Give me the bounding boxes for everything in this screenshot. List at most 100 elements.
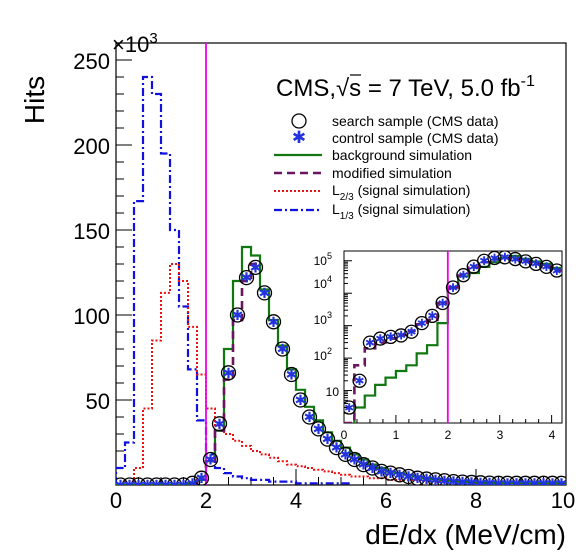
point-search <box>445 473 462 485</box>
point-search <box>400 468 417 485</box>
point-search <box>476 253 492 268</box>
point-search <box>436 473 453 485</box>
point-search <box>539 259 554 274</box>
point-control: ✱ <box>133 477 145 493</box>
point-search <box>508 475 525 485</box>
point-search <box>265 314 282 330</box>
point-control: ✱ <box>286 367 298 383</box>
point-control: ✱ <box>396 329 406 343</box>
y-tick-label: 150 <box>73 219 110 244</box>
point-search <box>526 475 543 485</box>
x-tick-label: 10 <box>551 488 575 513</box>
point-search <box>497 251 513 265</box>
legend-entry-l23: L2/3 (signal simulation) <box>274 182 470 203</box>
point-control: ✱ <box>115 477 127 493</box>
point-search <box>148 477 165 485</box>
point-search <box>346 451 363 468</box>
point-control: ✱ <box>469 260 479 274</box>
point-control: ✱ <box>250 259 262 275</box>
point-search <box>393 328 409 343</box>
point-control: ✱ <box>529 475 541 491</box>
legend-entry-background: background simulation <box>274 147 472 163</box>
point-search <box>425 308 440 324</box>
point-control: ✱ <box>427 309 437 323</box>
point-control: ✱ <box>403 469 415 485</box>
inset-y-tick-label: 10 <box>326 385 340 399</box>
point-search <box>121 477 138 485</box>
legend-label: modified simulation <box>332 165 452 181</box>
point-search <box>238 269 255 286</box>
point-control: ✱ <box>448 281 458 295</box>
point-control: ✱ <box>439 473 451 489</box>
point-control: ✱ <box>541 260 551 274</box>
point-search <box>283 366 300 383</box>
point-search <box>184 475 201 485</box>
legend-label: L1/3 (signal simulation) <box>332 201 470 222</box>
point-control: ✱ <box>178 477 190 493</box>
inset-x-tick-label: 1 <box>393 428 400 442</box>
point-search <box>409 470 426 485</box>
series-l13 <box>116 75 350 485</box>
point-control: ✱ <box>277 341 289 357</box>
point-search <box>229 307 246 323</box>
inset-y-tick-label: 105 <box>314 251 332 268</box>
experiment-label: CMS,√s = 7 TeV, 5.0 fb-1 <box>276 73 535 102</box>
point-search <box>544 475 561 485</box>
inset-y-tick-label: 104 <box>314 274 332 291</box>
inset-y-tick-labels: 10 102 103 104 105 <box>314 251 340 399</box>
point-search <box>454 474 471 485</box>
point-search <box>373 331 388 346</box>
point-control: ✱ <box>268 314 280 330</box>
x-tick-label: 4 <box>290 488 302 513</box>
point-control: ✱ <box>385 465 397 481</box>
point-control: ✱ <box>142 477 154 493</box>
point-search <box>445 280 461 295</box>
point-search <box>418 471 435 485</box>
point-search <box>301 409 318 425</box>
legend-marker-star: ✱ <box>292 128 306 147</box>
point-control: ✱ <box>322 431 334 447</box>
point-control: ✱ <box>349 452 361 468</box>
point-search <box>487 251 502 266</box>
point-control: ✱ <box>417 316 427 330</box>
legend-entry-control: ✱ control sample (CMS data) <box>292 128 499 147</box>
y-multiplier-label: ×103 <box>112 30 158 57</box>
point-control: ✱ <box>489 251 499 265</box>
point-search <box>362 335 378 350</box>
point-control: ✱ <box>475 475 487 491</box>
legend: search sample (CMS data) ✱ control sampl… <box>274 113 499 222</box>
point-control: ✱ <box>304 409 316 425</box>
point-search <box>116 477 129 485</box>
point-control: ✱ <box>457 474 469 490</box>
point-control: ✱ <box>500 251 510 265</box>
point-control: ✱ <box>521 255 531 269</box>
legend-label: search sample (CMS data) <box>332 113 499 129</box>
x-tick-label: 6 <box>380 488 392 513</box>
point-search <box>528 256 544 272</box>
point-search <box>355 456 372 473</box>
point-control: ✱ <box>406 325 416 339</box>
point-control: ✱ <box>547 475 559 491</box>
point-search <box>202 451 219 468</box>
y-axis-title: Hits <box>19 76 50 124</box>
point-search <box>435 295 450 311</box>
point-search <box>319 431 336 447</box>
point-search <box>481 475 498 485</box>
point-search <box>518 254 533 269</box>
y-tick-label: 50 <box>86 389 110 414</box>
inset-y-tick-label: 102 <box>314 346 332 363</box>
point-control: ✱ <box>358 457 370 473</box>
legend-label: control sample (CMS data) <box>332 130 499 146</box>
point-search <box>549 263 562 278</box>
inset-x-tick-label: 3 <box>497 428 504 442</box>
point-control: ✱ <box>124 477 136 493</box>
x-tick-label: 2 <box>200 488 212 513</box>
point-control: ✱ <box>340 446 352 462</box>
point-search <box>292 392 309 408</box>
point-control: ✱ <box>232 307 244 323</box>
point-control: ✱ <box>531 257 541 271</box>
legend-marker-circle <box>291 113 307 129</box>
point-search <box>553 475 566 485</box>
x-tick-labels: 0 2 4 6 8 10 <box>110 488 575 513</box>
y-tick-label: 250 <box>73 49 110 74</box>
